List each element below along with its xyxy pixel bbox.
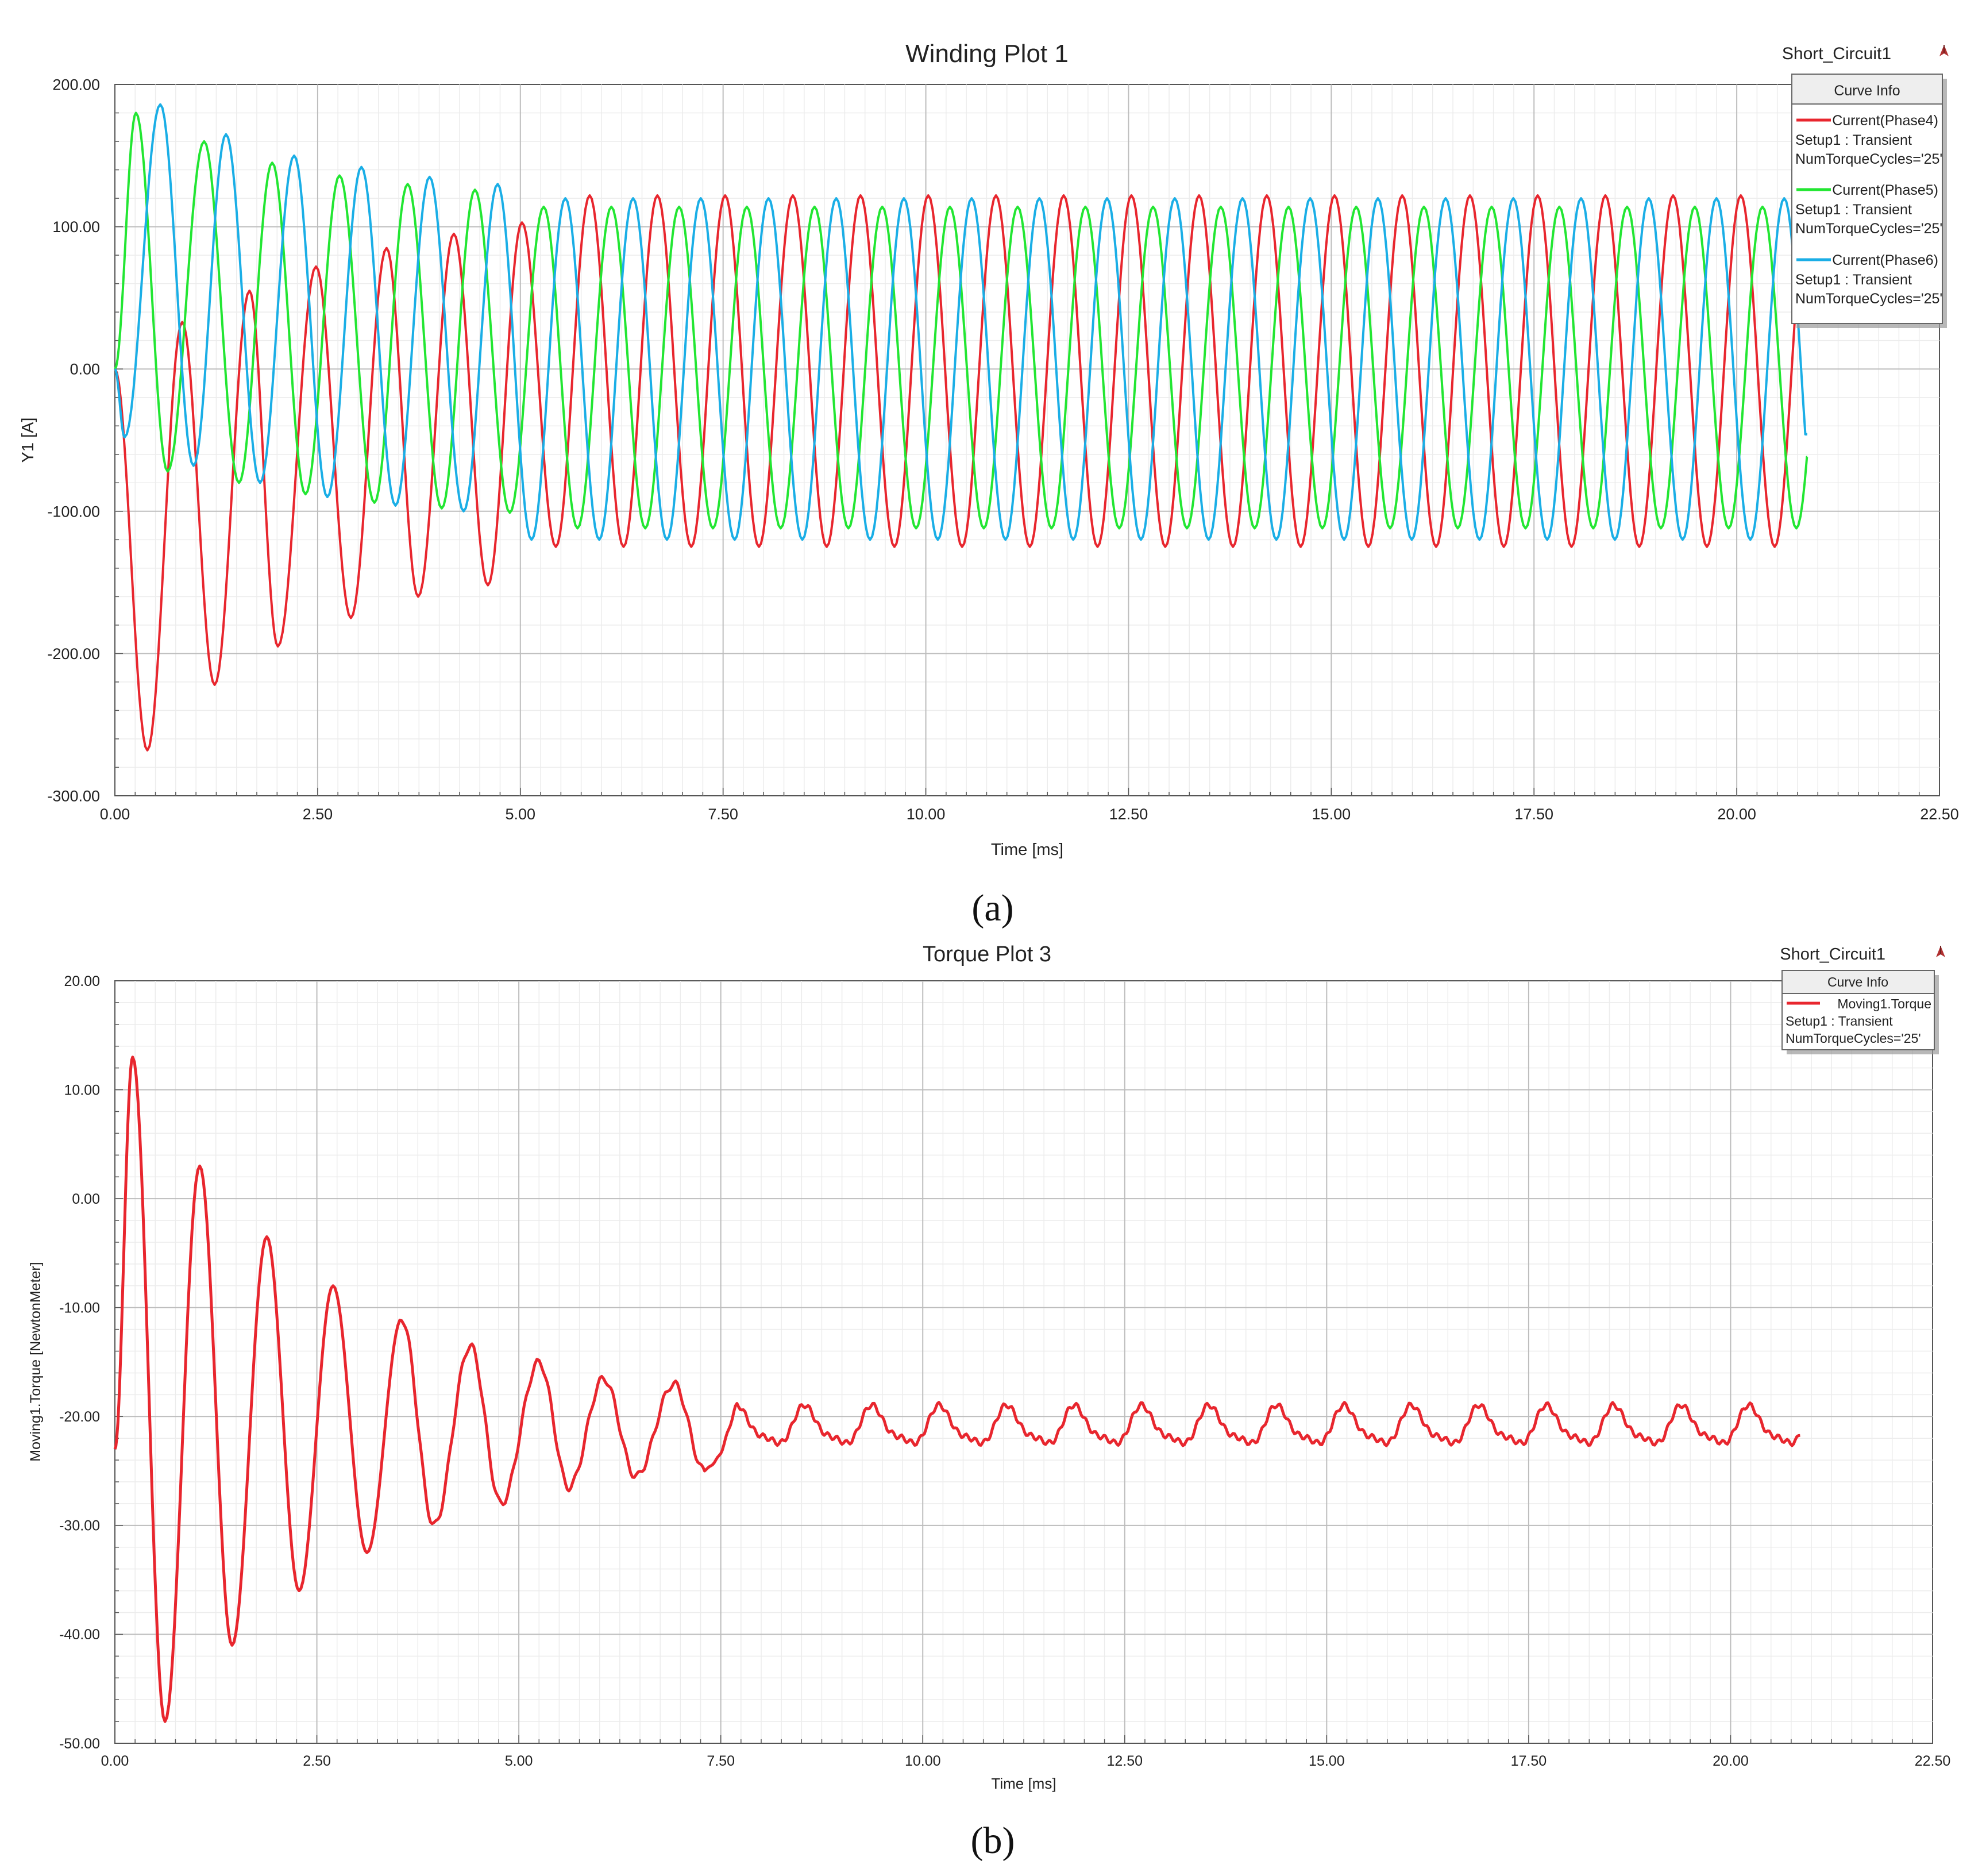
torque-plot: Torque Plot 3 Short_Circuit1 0.00 2.50 5.0… — [28, 942, 1950, 1862]
x-tick-label: 15.00 — [1309, 1753, 1345, 1769]
series-line-current-phase4- — [114, 194, 1808, 752]
legend-entry: Current(Phase6) Setup1 : Transient NumTo… — [1795, 252, 1942, 307]
x-tick-label: 20.00 — [1717, 806, 1756, 823]
legend-entry-name: Moving1.Torque — [1837, 996, 1931, 1011]
plot-a-legend-title: Curve Info — [1834, 83, 1900, 99]
x-tick-label: 7.50 — [707, 1753, 735, 1769]
plot-b-caption: (b) — [971, 1820, 1015, 1862]
plot-b-legend: Curve Info Moving1.Torque Setup1 : Trans… — [1781, 970, 1939, 1054]
x-tick-label: 12.50 — [1109, 806, 1148, 823]
x-tick-label: 22.50 — [1915, 1753, 1951, 1769]
legend-entry: Current(Phase4) Setup1 : Transient NumTo… — [1795, 113, 1942, 167]
y-tick-label: 10.00 — [64, 1082, 100, 1098]
legend-entry-cycles: NumTorqueCycles='25' — [1795, 151, 1942, 167]
y-tick-label: 200.00 — [52, 76, 100, 93]
y-tick-label: 0.00 — [72, 1191, 100, 1207]
plot-b-tick-labels: 0.00 2.50 5.00 7.50 10.00 12.50 15.00 17.50 20.0… — [59, 973, 1950, 1769]
plot-b-series — [113, 1056, 1800, 1723]
plot-a-series — [114, 103, 1808, 752]
x-tick-label: 0.00 — [101, 1753, 129, 1769]
y-tick-label: -20.00 — [59, 1409, 100, 1425]
legend-entry-name: Current(Phase5) — [1832, 182, 1938, 198]
plot-a-corner-label: Short_Circuit1 — [1782, 44, 1891, 63]
x-tick-label: 10.00 — [905, 1753, 941, 1769]
y-tick-label: -30.00 — [59, 1518, 100, 1534]
y-tick-label: 100.00 — [52, 218, 100, 236]
x-tick-label: 15.00 — [1312, 806, 1351, 823]
x-tick-label: 20.00 — [1713, 1753, 1749, 1769]
x-tick-label: 5.00 — [505, 1753, 533, 1769]
plot-a-ylabel: Y1 [A] — [19, 418, 37, 463]
x-tick-label: 12.50 — [1106, 1753, 1143, 1769]
legend-entry-name: Current(Phase4) — [1832, 113, 1938, 129]
plot-a-legend: Curve Info Current(Phase4) Setup1 : Tran… — [1791, 74, 1947, 328]
winding-plot: Winding Plot 1 Short_Circuit1 0.00 2.50 5.… — [19, 40, 1959, 929]
y-tick-label: -200.00 — [47, 645, 100, 662]
x-tick-label: 10.00 — [907, 806, 946, 823]
legend-entry: Current(Phase5) Setup1 : Transient NumTo… — [1795, 182, 1942, 237]
series-line-current-phase5- — [114, 111, 1808, 530]
y-tick-label: -40.00 — [59, 1627, 100, 1643]
plot-a-logo-icon — [1939, 45, 1949, 56]
plot-b-corner-label: Short_Circuit1 — [1780, 945, 1885, 964]
x-tick-label: 0.00 — [100, 806, 130, 823]
series-line-moving1-torque — [113, 1056, 1800, 1723]
y-tick-label: 0.00 — [70, 361, 100, 378]
legend-entry: Moving1.Torque Setup1 : Transient NumTor… — [1786, 996, 1931, 1046]
series-line-current-phase6- — [114, 103, 1807, 541]
legend-entry-cycles: NumTorqueCycles='25' — [1786, 1031, 1921, 1046]
plot-a-tick-labels: 0.00 2.50 5.00 7.50 10.00 12.50 15.00 17.50 20.0… — [47, 76, 1958, 823]
legend-entry-cycles: NumTorqueCycles='25' — [1795, 221, 1942, 237]
legend-entry-name: Current(Phase6) — [1832, 252, 1938, 268]
plot-a-title: Winding Plot 1 — [905, 40, 1069, 68]
y-tick-label: -100.00 — [47, 503, 100, 520]
legend-entry-setup: Setup1 : Transient — [1795, 272, 1912, 288]
plot-b-logo-icon — [1936, 946, 1945, 957]
legend-entry-setup: Setup1 : Transient — [1795, 132, 1912, 148]
x-tick-label: 2.50 — [303, 1753, 331, 1769]
plot-b-xlabel: Time [ms] — [991, 1775, 1056, 1792]
x-tick-label: 2.50 — [303, 806, 333, 823]
x-tick-label: 17.50 — [1511, 1753, 1547, 1769]
plot-b-legend-title: Curve Info — [1827, 974, 1888, 989]
legend-entry-setup: Setup1 : Transient — [1795, 202, 1912, 218]
x-tick-label: 7.50 — [708, 806, 738, 823]
y-tick-label: -10.00 — [59, 1300, 100, 1316]
y-tick-label: 20.00 — [64, 973, 100, 989]
x-tick-label: 17.50 — [1514, 806, 1553, 823]
legend-entry-cycles: NumTorqueCycles='25' — [1795, 291, 1942, 307]
legend-entry-setup: Setup1 : Transient — [1786, 1014, 1893, 1028]
y-tick-label: -300.00 — [47, 787, 100, 804]
x-tick-label: 5.00 — [505, 806, 535, 823]
plot-b-grid — [114, 980, 1933, 1744]
plot-a-caption: (a) — [971, 887, 1013, 929]
y-tick-label: -50.00 — [59, 1736, 100, 1752]
x-tick-label: 22.50 — [1920, 806, 1959, 823]
plot-a-xlabel: Time [ms] — [991, 841, 1063, 859]
plot-b-title: Torque Plot 3 — [923, 942, 1051, 966]
plot-b-ylabel: Moving1.Torque [NewtonMeter] — [28, 1262, 44, 1461]
